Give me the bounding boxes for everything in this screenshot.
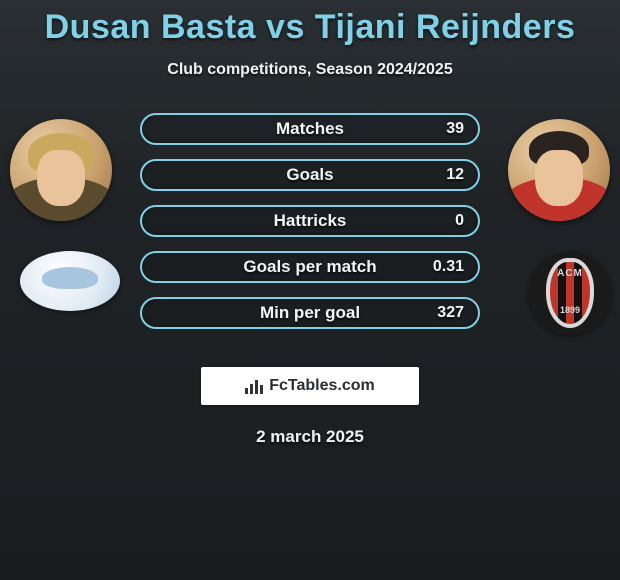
- page-title: Dusan Basta vs Tijani Reijnders: [0, 8, 620, 47]
- stat-bar: Goals 12: [140, 159, 480, 191]
- stat-bar-label: Goals: [286, 165, 333, 185]
- stat-bar: Goals per match 0.31: [140, 251, 480, 283]
- club-right-badge: ACM 1899: [528, 251, 612, 335]
- date-text: 2 march 2025: [0, 427, 620, 447]
- brand-box[interactable]: FcTables.com: [201, 367, 419, 405]
- comparison-body: ACM 1899 Matches 39 Goals 12 Hattricks 0…: [0, 119, 620, 349]
- stat-bar: Matches 39: [140, 113, 480, 145]
- stat-bars: Matches 39 Goals 12 Hattricks 0 Goals pe…: [140, 113, 480, 343]
- club-right-acm: ACM: [557, 268, 583, 279]
- brand-text: FcTables.com: [269, 377, 375, 395]
- stat-bar-label: Goals per match: [243, 257, 376, 277]
- stat-bar: Hattricks 0: [140, 205, 480, 237]
- club-left-badge: [20, 251, 120, 311]
- player-left-avatar: [10, 119, 112, 221]
- subtitle: Club competitions, Season 2024/2025: [0, 61, 620, 79]
- stat-bar-value-right: 12: [446, 166, 464, 184]
- stat-bar-label: Hattricks: [274, 211, 347, 231]
- stat-bar-value-right: 39: [446, 120, 464, 138]
- stat-bar-value-right: 0.31: [433, 258, 464, 276]
- stat-bar-value-right: 0: [455, 212, 464, 230]
- player-right-avatar: [508, 119, 610, 221]
- stat-bar-value-right: 327: [437, 304, 464, 322]
- comparison-card: Dusan Basta vs Tijani Reijnders Club com…: [0, 0, 620, 580]
- stat-bar: Min per goal 327: [140, 297, 480, 329]
- stat-bar-label: Matches: [276, 119, 344, 139]
- stat-bar-label: Min per goal: [260, 303, 360, 323]
- brand-logo-icon: [245, 378, 263, 394]
- club-right-year: 1899: [560, 305, 580, 315]
